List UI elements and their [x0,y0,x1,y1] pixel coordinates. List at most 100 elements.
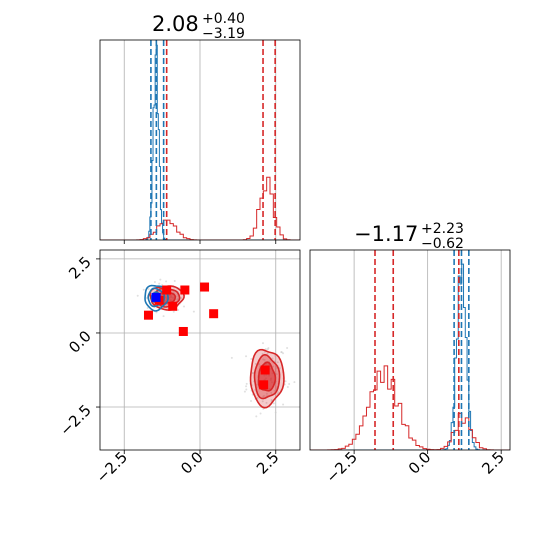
sample-point [245,388,248,391]
sample-point [250,400,253,403]
title-param2: −1.17 +2.23 −0.62 [354,221,464,252]
marker-red-square [143,310,153,320]
sample-point [145,296,148,299]
sample-point [259,412,262,415]
sample-point [252,372,255,375]
sample-point [158,282,161,285]
sample-point [272,402,275,405]
marker-red-square [259,380,269,390]
marker-red-square [200,282,210,292]
sample-point [254,362,257,365]
sample-point [173,279,176,282]
marker-blue-square [151,292,161,302]
panel-param2-histogram [309,249,511,454]
sample-point [286,385,289,388]
series-red-histogram [310,365,510,450]
sample-point [155,311,158,314]
sample-point [270,399,273,402]
sample-point [153,280,156,283]
sample-point [286,346,289,349]
sample-point [243,390,246,393]
title-param1: 2.08 +0.40 −3.19 [152,11,245,42]
sample-point [282,352,285,355]
sample-point [284,380,287,383]
title-param2-plus: +2.23 [421,221,464,237]
marker-red-square [178,326,188,336]
sample-point [255,415,258,418]
panel-frame [99,249,301,451]
sample-point [267,347,270,350]
sample-point [261,342,264,345]
title-param1-plus: +0.40 [202,11,245,27]
panel-frame [309,249,511,451]
marker-red-square [209,309,219,319]
sample-point [245,355,248,358]
sample-point [293,381,296,384]
panel-frame [99,39,301,241]
x-tick-label: 2.5 [478,448,508,478]
x-tick-label: −2.5 [322,448,360,486]
y-tick-label: 0.0 [65,327,95,357]
sample-point [255,383,258,386]
sample-point [165,280,168,283]
marker-red-square [162,285,172,295]
x-tick-labels-diag2: −2.5 0.0 2.5 [322,448,508,486]
sample-point [270,391,273,394]
x-tick-label: −2.5 [93,448,131,486]
panel-joint-scatter [96,249,301,454]
sample-point [264,348,267,351]
y-tick-label: 2.5 [65,253,95,283]
sample-point [272,365,275,368]
sample-point [257,363,260,366]
sample-point [159,278,162,281]
sample-point [271,357,274,360]
joint-content [136,278,296,418]
x-tick-label: 0.0 [405,448,435,478]
sample-point [288,383,291,386]
sample-point [162,315,165,318]
title-param1-minus: −3.19 [202,26,245,42]
sample-point [172,291,175,294]
sample-point [177,309,180,312]
sample-point [250,358,253,361]
sample-point [277,391,280,394]
sample-point [263,358,266,361]
sample-point [147,288,150,291]
sample-point [266,352,269,355]
sample-point [276,361,279,364]
sample-point [263,394,266,397]
x-tick-label: 2.5 [253,448,283,478]
y-tick-label: −2.5 [56,401,94,439]
sample-point [176,298,179,301]
sample-point [245,385,248,388]
title-param2-value: −1.17 [354,222,418,246]
sample-point [146,307,149,310]
sample-point [261,400,264,403]
x-tick-labels-joint: −2.5 0.0 2.5 [93,448,283,486]
sample-point [273,389,276,392]
panel-param1-histogram [99,39,301,244]
sample-point [275,373,278,376]
title-param1-value: 2.08 [152,12,199,36]
y-tick-labels-joint: −2.5 0.0 2.5 [56,253,94,440]
sample-point [265,401,268,404]
marker-red-square [180,285,190,295]
sample-point [172,310,175,313]
marker-red-square [260,365,270,375]
sample-point [245,382,248,385]
sample-point [180,296,183,299]
sample-point [142,288,145,291]
sample-point [265,392,268,395]
sample-point [256,397,259,400]
sample-point [280,351,283,354]
sample-point [282,403,285,406]
title-param2-minus: −0.62 [421,236,464,252]
marker-red-square [168,301,178,311]
series-blue-histogram [310,263,510,450]
sample-point [182,305,185,308]
sample-point [136,294,139,297]
sample-point [274,354,277,357]
sample-point [192,310,195,313]
density-contour-blue [144,284,169,312]
